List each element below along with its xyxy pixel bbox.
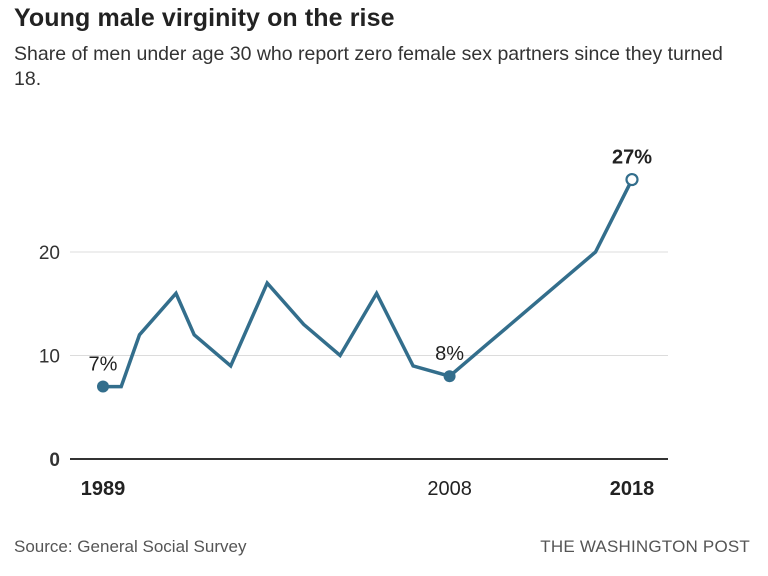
data-label: 8% <box>435 343 464 365</box>
y-tick-label: 10 <box>39 347 60 368</box>
chart-title: Young male virginity on the rise <box>14 4 395 32</box>
x-tick-label: 1989 <box>81 478 126 500</box>
series-line <box>103 178 634 389</box>
publisher-credit: THE WASHINGTON POST <box>540 537 750 556</box>
chart-subtitle: Share of men under age 30 who report zer… <box>14 43 723 90</box>
data-label: 27% <box>612 147 652 169</box>
y-tick-label: 0 <box>49 450 60 471</box>
point-marker <box>97 380 109 393</box>
x-tick-label: 2008 <box>427 478 472 500</box>
data-label: 7% <box>89 354 118 376</box>
source-note: Source: General Social Survey <box>14 537 247 556</box>
end-point-marker <box>625 172 639 187</box>
y-tick-label: 20 <box>39 243 60 264</box>
point-marker <box>443 370 456 383</box>
x-tick-label: 2018 <box>610 478 655 500</box>
